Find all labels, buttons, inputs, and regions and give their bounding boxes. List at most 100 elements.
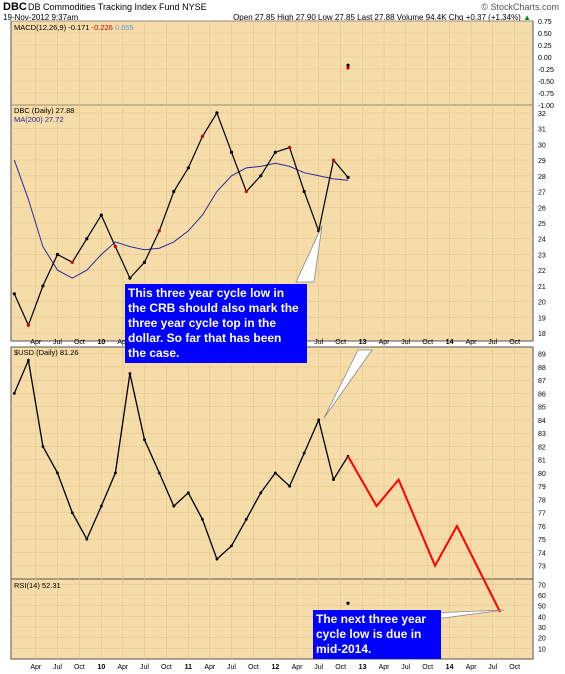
x-tick-label: 11: [185, 664, 193, 671]
dbc-point: [85, 237, 89, 241]
macd-signal-point: [346, 66, 350, 70]
dbc-point: [244, 189, 248, 194]
usd-point: [56, 471, 59, 475]
x-tick-label: Jul: [140, 664, 149, 671]
y-tick-label: 18: [538, 331, 546, 338]
usd-point: [302, 451, 306, 455]
x-tick-label: Jul: [314, 339, 323, 346]
y-tick-label: 21: [538, 284, 546, 291]
y-tick-label: 75: [538, 537, 546, 544]
x-tick-label: Apr: [379, 664, 391, 671]
y-tick-label: 19: [538, 315, 546, 322]
x-tick-label: Jul: [53, 664, 62, 671]
usd-point: [70, 511, 74, 515]
y-tick-label: 89: [538, 352, 546, 359]
dbc-point: [302, 189, 306, 194]
rsi-panel: [10, 578, 534, 660]
dbc-point: [55, 252, 60, 257]
y-tick-label: 31: [538, 127, 546, 134]
usd-point: [157, 471, 161, 475]
macd-signal-value: -0.226: [92, 23, 113, 32]
y-tick-label: 77: [538, 511, 546, 518]
y-tick-label: 27: [538, 190, 546, 197]
up-arrow-icon: ▲: [523, 13, 531, 22]
fund-name: DB Commodities Tracking Index Fund: [28, 2, 180, 12]
x-tick-label: Apr: [30, 339, 42, 346]
dbc-point: [259, 174, 263, 178]
x-tick-label: Oct: [422, 339, 433, 346]
y-tick-label: 32: [538, 111, 546, 118]
y-tick-label: 22: [538, 268, 546, 275]
x-tick-label: Jul: [401, 339, 410, 346]
y-tick-label: 78: [538, 497, 546, 504]
dbc-point: [113, 245, 117, 249]
x-tick-label: Oct: [509, 339, 520, 346]
y-tick-label: 0.00: [538, 55, 552, 62]
usd-point: [215, 557, 219, 561]
next-low-callout: The next three year cycle low is due in …: [313, 610, 441, 659]
usd-point: [186, 491, 190, 495]
dbc-point: [215, 111, 219, 115]
macd-hist-value: 0.055: [115, 23, 134, 32]
usd-projection-line: [347, 455, 501, 613]
macd-value: -0.171: [68, 23, 89, 32]
x-tick-label: Oct: [74, 339, 85, 346]
dbc-point: [26, 323, 30, 327]
x-tick-label: Apr: [466, 339, 478, 346]
x-tick-label: Apr: [204, 664, 216, 671]
x-tick-label: Jul: [401, 664, 410, 671]
usd-point: [27, 358, 30, 362]
rsi-point: [346, 601, 350, 605]
x-tick-label: Jul: [53, 339, 62, 346]
dbc-point: [12, 292, 16, 296]
dbc-point: [172, 189, 176, 194]
ma-label: MA(200) 27.72: [14, 115, 64, 124]
x-tick-label: Jul: [488, 339, 497, 346]
ma200-line: [13, 159, 349, 279]
usd-point: [201, 517, 204, 521]
usd-point: [128, 372, 132, 375]
macd-label-prefix: MACD(12,26,9): [14, 23, 67, 32]
x-tick-label: 14: [446, 339, 454, 346]
y-tick-label: 83: [538, 431, 546, 438]
y-tick-label: 60: [538, 593, 546, 600]
x-tick-label: Oct: [74, 664, 85, 671]
dbc-point: [200, 134, 204, 139]
x-tick-label: Apr: [292, 664, 304, 671]
y-tick-label: -0.75: [538, 91, 554, 98]
x-tick-label: Oct: [161, 664, 172, 671]
dbc-point: [128, 276, 132, 280]
x-tick-label: Oct: [335, 664, 346, 671]
y-tick-label: 73: [538, 564, 546, 571]
usd-price-line: [13, 358, 349, 561]
usd-point: [99, 504, 103, 508]
y-tick-label: 79: [538, 484, 546, 491]
y-tick-label: 25: [538, 221, 546, 228]
dbc-point: [41, 284, 45, 288]
y-tick-label: 74: [538, 550, 546, 557]
y-tick-label: 20: [538, 300, 546, 307]
y-tick-label: 76: [538, 524, 546, 531]
usd-point: [12, 392, 16, 395]
quote-line: Open 27.85 High 27.90 Low 27.85 Last 27.…: [233, 13, 531, 22]
x-tick-label: Oct: [248, 664, 259, 671]
y-tick-label: 29: [538, 158, 546, 165]
x-tick-label: Oct: [335, 339, 346, 346]
usd-point: [230, 544, 233, 548]
x-tick-label: 14: [446, 664, 454, 671]
y-tick-label: -1.00: [538, 103, 554, 110]
usd-point: [85, 537, 89, 541]
x-tick-label: Apr: [30, 664, 42, 671]
usd-point: [259, 491, 263, 495]
dbc-point: [142, 260, 147, 264]
usd-point: [317, 418, 321, 422]
x-tick-label: Oct: [509, 664, 520, 671]
usd-point: [273, 471, 277, 475]
dbc-point: [288, 145, 292, 150]
header-symbol: DBC: [3, 1, 27, 13]
y-tick-label: 40: [538, 614, 546, 621]
y-tick-label: 82: [538, 444, 546, 451]
x-tick-label: Oct: [422, 664, 433, 671]
dbc-point: [186, 166, 190, 170]
usd-label: $USD (Daily) 81.26: [14, 348, 79, 357]
